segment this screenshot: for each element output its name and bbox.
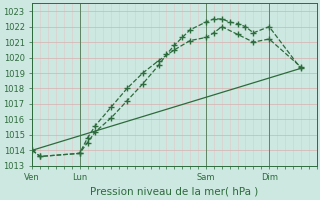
X-axis label: Pression niveau de la mer( hPa ): Pression niveau de la mer( hPa ) bbox=[90, 187, 259, 197]
